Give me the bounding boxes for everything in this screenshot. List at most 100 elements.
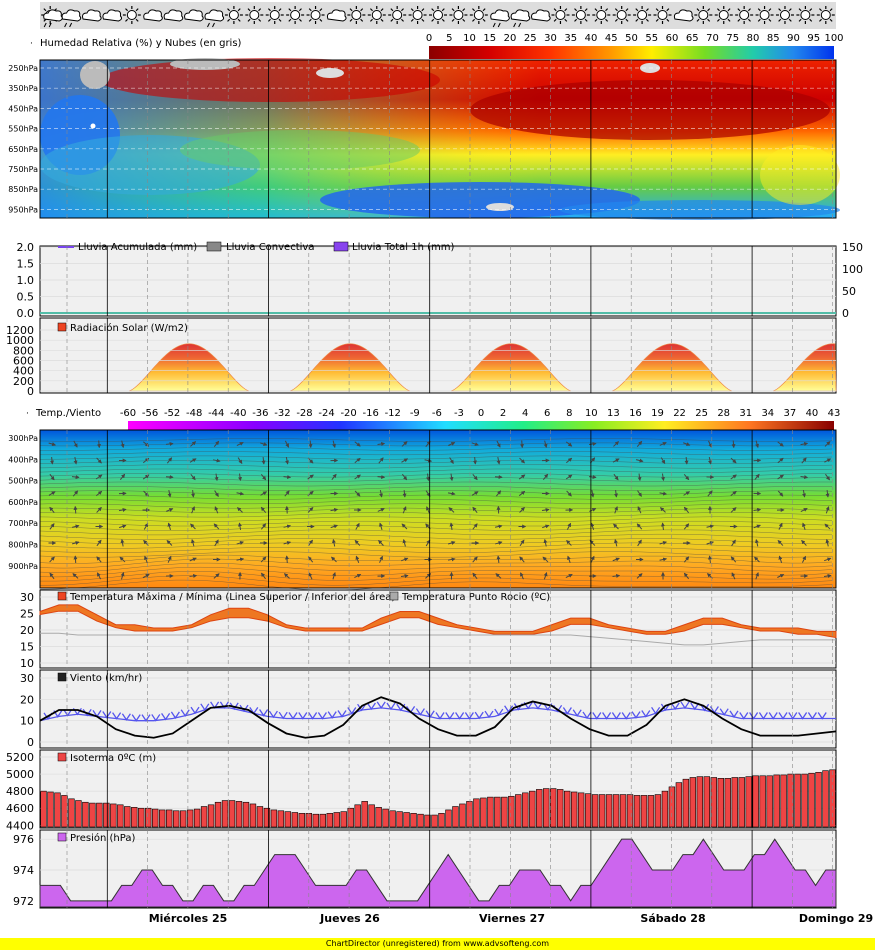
wind-arrow — [120, 572, 125, 580]
wind-arrow — [379, 522, 383, 530]
wind-arrow — [355, 522, 360, 530]
y-tick-label: 976 — [13, 833, 34, 846]
sun-icon — [122, 6, 141, 24]
wind-arrow — [801, 555, 807, 563]
wind-arrow — [542, 473, 549, 481]
sun-icon — [694, 6, 713, 24]
right-tick-label: 100 — [842, 263, 863, 276]
wind-arrow — [97, 440, 102, 449]
isotherm-bar — [787, 773, 794, 828]
sun-icon — [775, 6, 794, 24]
wind-arrow — [588, 475, 597, 480]
wind-arrow — [566, 457, 573, 464]
isotherm-bar — [270, 809, 278, 828]
isotherm-bar — [165, 809, 173, 828]
sun-icon — [449, 6, 468, 24]
wind-arrow — [354, 539, 361, 546]
scale-tick-label: 31 — [739, 408, 752, 419]
wind-arrow — [471, 491, 479, 496]
sun-icon — [469, 6, 488, 24]
scale-tick-label: -48 — [186, 408, 202, 419]
wind-arrow — [519, 556, 525, 563]
isotherm-bar — [619, 794, 627, 828]
contour-line — [39, 533, 833, 540]
contour-line — [39, 554, 833, 564]
wind-arrow — [802, 489, 806, 498]
isotherm-bar — [228, 800, 236, 828]
isotherm-bar — [703, 776, 711, 828]
wind-arrow — [167, 489, 172, 498]
contour-line — [39, 516, 833, 522]
wind-arrow — [801, 457, 807, 464]
scale-tick-label: 4 — [522, 408, 528, 419]
y-tick-label: 650hPa — [8, 145, 38, 154]
wind-series — [39, 696, 837, 739]
wind-arrow — [330, 524, 338, 529]
y-tick-label: 4800 — [6, 785, 34, 798]
wind-arrow — [472, 523, 478, 530]
wind-arrow — [260, 506, 267, 514]
scale-tick-label: 28 — [717, 408, 730, 419]
scale-tick-label: 19 — [651, 408, 664, 419]
wind-arrow — [449, 457, 454, 465]
wind-arrow — [284, 490, 290, 497]
contour-line — [40, 571, 833, 582]
wind-arrow — [777, 474, 784, 480]
isotherm-bar — [543, 788, 550, 828]
wind-arrow — [612, 573, 621, 578]
wind-arrow — [614, 506, 618, 514]
sun-icon — [796, 6, 815, 24]
wind-arrow — [683, 442, 691, 446]
scale-tick-label: 37 — [784, 408, 797, 419]
wind-arrow — [659, 507, 666, 513]
cloud-rain-icon — [510, 9, 531, 28]
isotherm-bar — [480, 797, 487, 828]
isotherm-bar — [529, 790, 536, 828]
wind-arrow — [189, 458, 197, 463]
scale-tick-label: 85 — [767, 33, 780, 44]
y-tick-label: 5200 — [6, 751, 34, 764]
wind-arrow — [308, 572, 313, 580]
wind-arrow — [612, 557, 620, 562]
wind-arrow — [684, 456, 689, 465]
contour-line — [39, 542, 833, 549]
isotherm-bar — [396, 811, 403, 828]
scale-tick-label: 70 — [706, 33, 719, 44]
wind-arrow — [189, 557, 197, 562]
wind-arrow — [706, 524, 715, 529]
humidity-heatmap — [40, 58, 840, 220]
wind-arrow — [613, 523, 619, 530]
scale-tick-label: 100 — [824, 33, 843, 44]
wind-arrow — [214, 506, 219, 514]
scale-tick-label: 45 — [605, 33, 618, 44]
wind-arrow — [494, 524, 503, 529]
dewpoint-line — [40, 632, 836, 646]
sun-icon — [755, 6, 774, 24]
sun-icon — [367, 6, 386, 24]
wind-arrow — [213, 440, 220, 448]
scale-tick-label: -24 — [318, 408, 334, 419]
contour-line — [39, 468, 833, 473]
wind-arrows — [48, 440, 832, 580]
scale-tick-label: 55 — [645, 33, 658, 44]
isotherm-bar — [626, 794, 634, 828]
isotherm-bar — [200, 806, 208, 828]
isotherm-bar — [263, 807, 271, 828]
isotherm-bar — [431, 814, 438, 828]
wind-arrow — [378, 540, 384, 546]
isotherm-bar — [368, 804, 375, 828]
isotherm-bar — [40, 790, 47, 828]
wind-arrow — [566, 539, 572, 546]
scale-tick-label: -56 — [142, 408, 158, 419]
contour-line — [39, 562, 833, 573]
temperature-y-axis: 30 25 20 15 10 — [20, 591, 34, 670]
cloud-icon — [82, 9, 102, 22]
temperature-gridlines — [40, 596, 836, 664]
solar-legend: Radiación Solar (W/m2) — [57, 322, 188, 334]
wind-arrow — [447, 557, 456, 562]
wind-arrow — [119, 556, 126, 563]
wind-arrow — [519, 457, 525, 464]
isotherm-bar — [584, 793, 592, 828]
scale-tick-label: 50 — [625, 33, 638, 44]
isotherm-bar — [291, 812, 299, 828]
